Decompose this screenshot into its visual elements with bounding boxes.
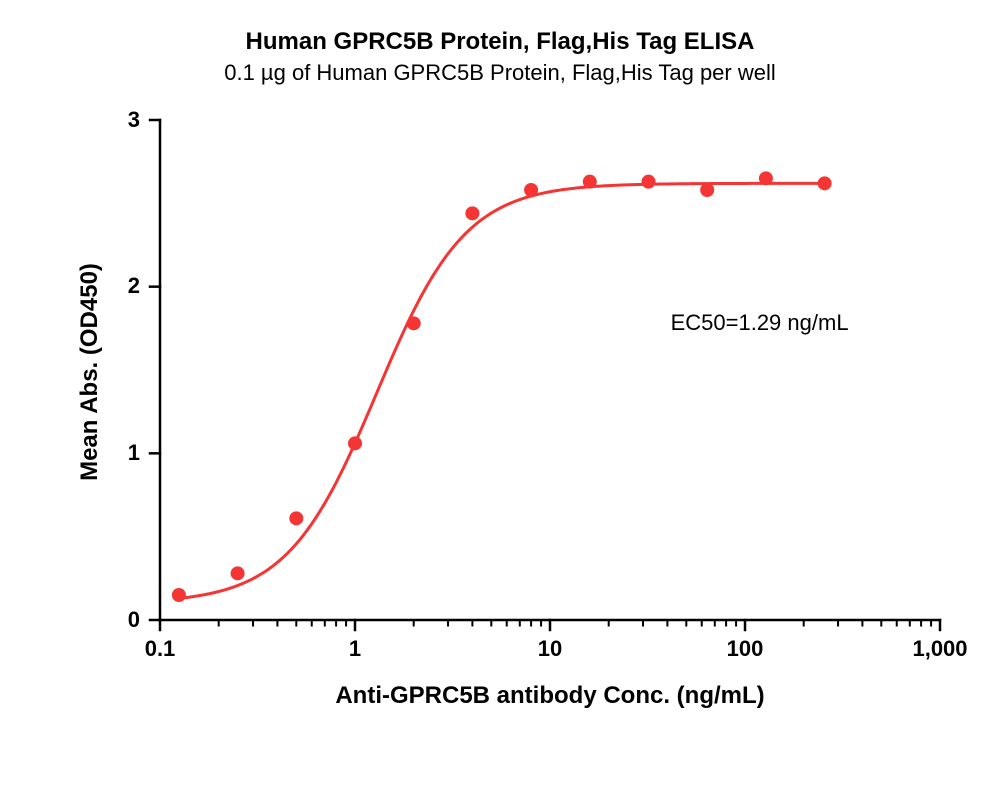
data-point <box>465 206 479 220</box>
fit-curve <box>177 183 825 598</box>
x-tick-label: 1 <box>305 636 405 662</box>
plot-svg <box>160 120 940 620</box>
y-tick-label: 1 <box>100 440 140 466</box>
data-point <box>348 436 362 450</box>
data-point <box>583 175 597 189</box>
x-tick-label: 0.1 <box>110 636 210 662</box>
chart-subtitle: 0.1 µg of Human GPRC5B Protein, Flag,His… <box>0 60 1000 86</box>
chart-title-block: Human GPRC5B Protein, Flag,His Tag ELISA… <box>0 28 1000 86</box>
data-point <box>818 176 832 190</box>
chart-canvas: Human GPRC5B Protein, Flag,His Tag ELISA… <box>0 0 1000 791</box>
ec50-annotation: EC50=1.29 ng/mL <box>671 310 849 336</box>
x-tick-label: 10 <box>500 636 600 662</box>
y-tick-label: 2 <box>100 273 140 299</box>
data-point <box>642 175 656 189</box>
data-point <box>407 316 421 330</box>
y-axis-label: Mean Abs. (OD450) <box>76 122 104 622</box>
x-axis-label: Anti-GPRC5B antibody Conc. (ng/mL) <box>160 682 940 710</box>
y-tick-label: 3 <box>100 107 140 133</box>
data-point <box>524 183 538 197</box>
x-tick-label: 100 <box>695 636 795 662</box>
plot-area <box>160 120 940 620</box>
data-point <box>231 566 245 580</box>
y-tick-label: 0 <box>100 607 140 633</box>
x-tick-label: 1,000 <box>890 636 990 662</box>
data-point <box>700 183 714 197</box>
data-point <box>759 171 773 185</box>
chart-title: Human GPRC5B Protein, Flag,His Tag ELISA <box>0 28 1000 56</box>
data-point <box>289 511 303 525</box>
data-point <box>172 588 186 602</box>
